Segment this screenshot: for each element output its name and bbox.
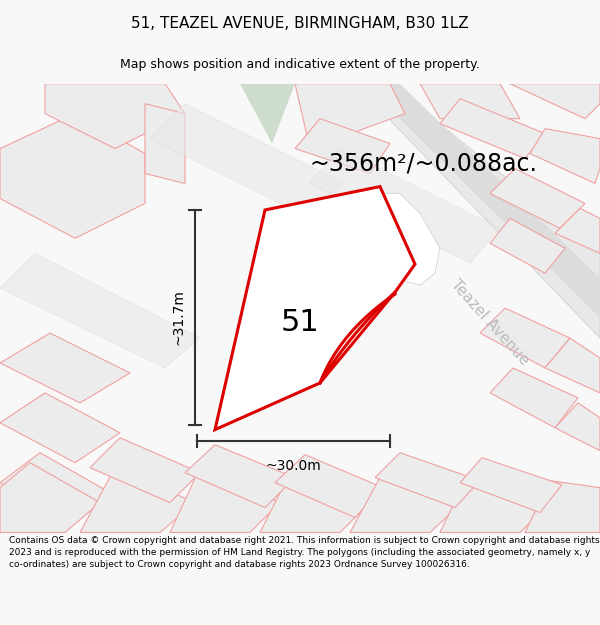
Polygon shape <box>490 218 565 273</box>
Polygon shape <box>510 84 600 119</box>
Text: Contains OS data © Crown copyright and database right 2021. This information is : Contains OS data © Crown copyright and d… <box>9 536 599 569</box>
Polygon shape <box>0 253 200 368</box>
Polygon shape <box>240 84 295 144</box>
Polygon shape <box>350 478 460 532</box>
Text: 51, TEAZEL AVENUE, BIRMINGHAM, B30 1LZ: 51, TEAZEL AVENUE, BIRMINGHAM, B30 1LZ <box>131 16 469 31</box>
Polygon shape <box>375 452 480 508</box>
Polygon shape <box>355 84 600 338</box>
Polygon shape <box>0 452 110 522</box>
Polygon shape <box>90 438 200 503</box>
Polygon shape <box>480 308 570 368</box>
Polygon shape <box>440 99 545 159</box>
Polygon shape <box>490 169 585 228</box>
Polygon shape <box>185 445 295 508</box>
Polygon shape <box>295 84 405 149</box>
Polygon shape <box>525 481 600 532</box>
Polygon shape <box>260 472 370 532</box>
Polygon shape <box>360 194 440 285</box>
Polygon shape <box>460 458 562 512</box>
Polygon shape <box>365 84 600 318</box>
Text: ~30.0m: ~30.0m <box>266 459 322 473</box>
Polygon shape <box>0 393 120 462</box>
Polygon shape <box>555 403 600 451</box>
Polygon shape <box>170 468 280 532</box>
Polygon shape <box>0 462 100 532</box>
Text: ~31.7m: ~31.7m <box>172 289 186 346</box>
Polygon shape <box>310 149 500 263</box>
Polygon shape <box>275 455 383 518</box>
Polygon shape <box>45 84 185 149</box>
Text: Map shows position and indicative extent of the property.: Map shows position and indicative extent… <box>120 58 480 71</box>
Polygon shape <box>555 208 600 253</box>
Polygon shape <box>0 333 130 403</box>
Polygon shape <box>420 84 520 119</box>
Polygon shape <box>215 187 415 429</box>
Text: 51: 51 <box>281 308 319 337</box>
Polygon shape <box>295 119 390 174</box>
Text: Teazel Avenue: Teazel Avenue <box>448 277 532 368</box>
Polygon shape <box>545 338 600 393</box>
Polygon shape <box>0 114 145 238</box>
Polygon shape <box>440 481 545 532</box>
Polygon shape <box>150 104 345 218</box>
Polygon shape <box>530 129 600 184</box>
Polygon shape <box>145 104 185 184</box>
Polygon shape <box>80 468 195 532</box>
Polygon shape <box>490 368 578 428</box>
Text: ~356m²/~0.088ac.: ~356m²/~0.088ac. <box>310 151 538 175</box>
